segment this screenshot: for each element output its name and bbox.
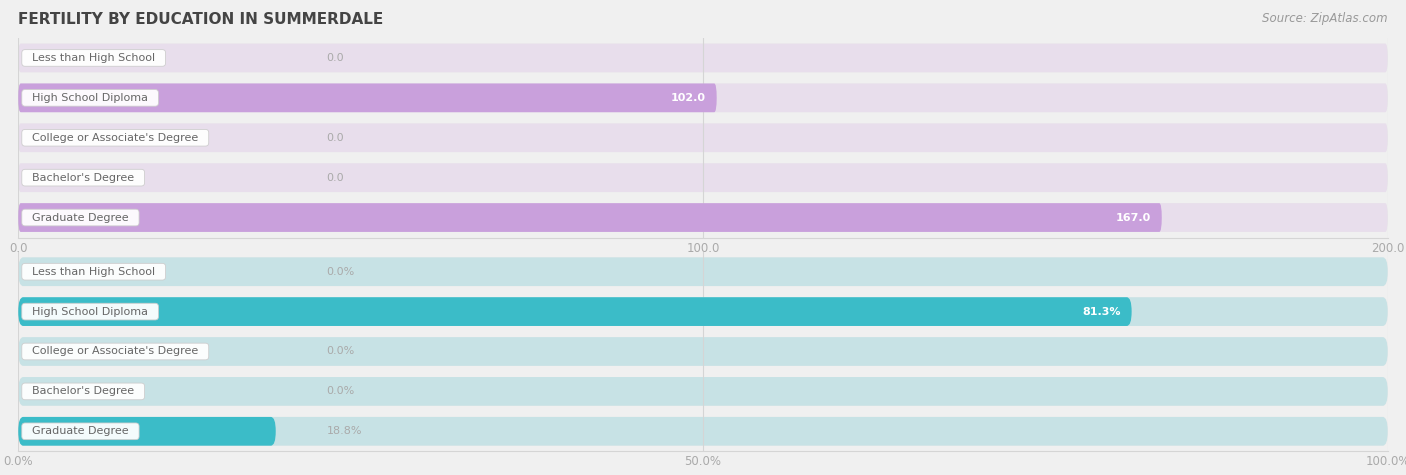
FancyBboxPatch shape [18,297,1388,326]
Text: Less than High School: Less than High School [25,266,162,277]
Text: 0.0%: 0.0% [326,346,354,357]
FancyBboxPatch shape [18,257,1388,286]
FancyBboxPatch shape [18,124,1388,152]
FancyBboxPatch shape [18,163,1388,192]
Text: Bachelor's Degree: Bachelor's Degree [25,172,141,183]
FancyBboxPatch shape [18,203,1388,232]
Text: Source: ZipAtlas.com: Source: ZipAtlas.com [1263,12,1388,25]
Text: 0.0%: 0.0% [326,266,354,277]
Text: 102.0: 102.0 [671,93,706,103]
Text: Less than High School: Less than High School [25,53,162,63]
Text: College or Associate's Degree: College or Associate's Degree [25,346,205,357]
FancyBboxPatch shape [18,203,1161,232]
FancyBboxPatch shape [18,257,1388,286]
Text: 0.0%: 0.0% [326,386,354,397]
FancyBboxPatch shape [18,417,276,446]
FancyBboxPatch shape [18,297,1388,326]
Text: College or Associate's Degree: College or Associate's Degree [25,133,205,143]
FancyBboxPatch shape [18,124,1388,152]
FancyBboxPatch shape [18,377,1388,406]
FancyBboxPatch shape [18,297,1132,326]
Text: 0.0: 0.0 [326,53,344,63]
FancyBboxPatch shape [18,84,1388,112]
Text: 0.0: 0.0 [326,172,344,183]
Text: Graduate Degree: Graduate Degree [25,212,136,223]
Text: High School Diploma: High School Diploma [25,306,155,317]
FancyBboxPatch shape [18,377,1388,406]
Text: 167.0: 167.0 [1115,212,1150,223]
FancyBboxPatch shape [18,44,1388,72]
Text: Bachelor's Degree: Bachelor's Degree [25,386,141,397]
FancyBboxPatch shape [18,203,1388,232]
Text: Graduate Degree: Graduate Degree [25,426,136,437]
Text: High School Diploma: High School Diploma [25,93,155,103]
FancyBboxPatch shape [18,417,1388,446]
Text: 0.0: 0.0 [326,133,344,143]
FancyBboxPatch shape [18,163,1388,192]
FancyBboxPatch shape [18,417,1388,446]
FancyBboxPatch shape [18,337,1388,366]
Text: 81.3%: 81.3% [1083,306,1121,317]
FancyBboxPatch shape [18,44,1388,72]
Text: 18.8%: 18.8% [326,426,361,437]
Text: FERTILITY BY EDUCATION IN SUMMERDALE: FERTILITY BY EDUCATION IN SUMMERDALE [18,12,384,27]
FancyBboxPatch shape [18,337,1388,366]
FancyBboxPatch shape [18,84,717,112]
FancyBboxPatch shape [18,84,1388,112]
